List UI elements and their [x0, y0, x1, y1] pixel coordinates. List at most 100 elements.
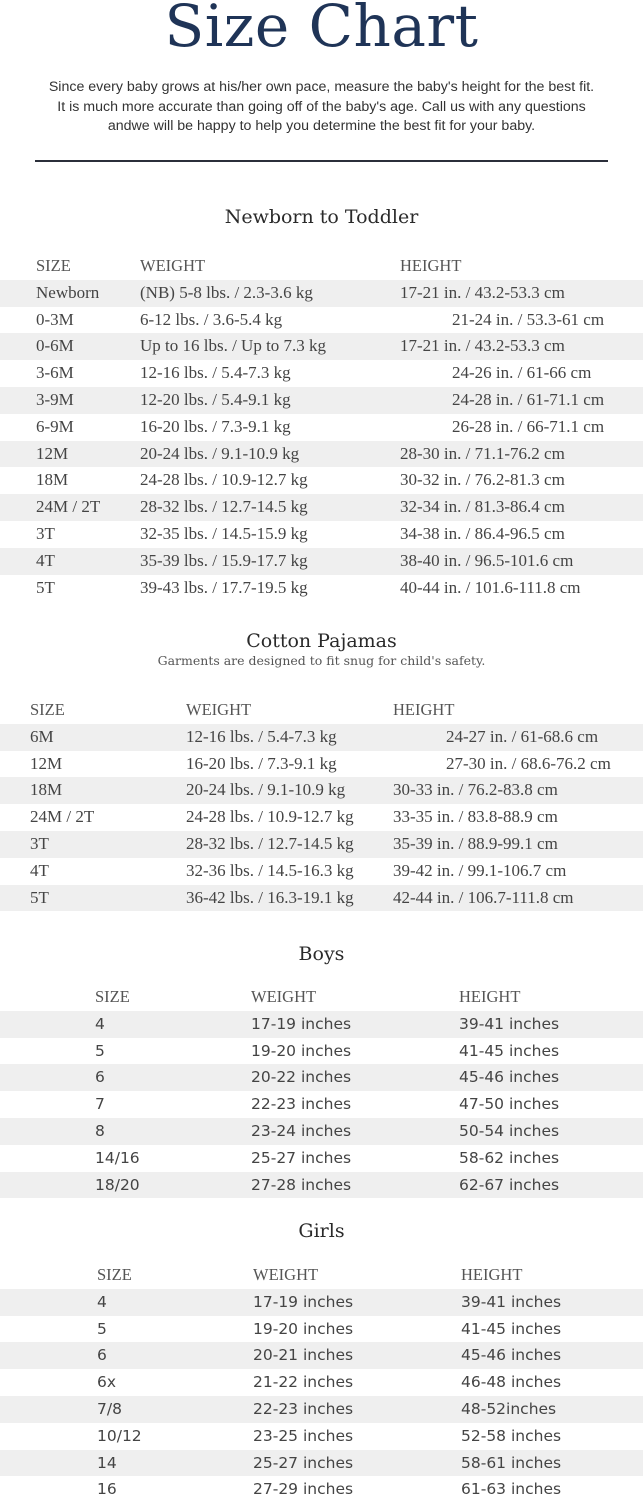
height-cell: 39-41 inches: [461, 1292, 562, 1311]
size-cell: 4: [97, 1292, 107, 1311]
table-row: 6M 12-16 lbs. / 5.4-7.3 kg 24-27 in. / 61-…: [0, 723, 643, 751]
weight-cell: 12-16 lbs. / 5.4-7.3 kg: [140, 363, 291, 383]
weight-cell: Up to 16 lbs. / Up to 7.3 kg: [140, 336, 327, 356]
size-cell: 3T: [36, 523, 55, 543]
size-cell: 12M: [36, 443, 69, 463]
table-row: 0-3M 6-12 lbs. / 3.6-5.4 kg 21-24 in. / 53…: [0, 307, 643, 334]
size-cell: 5: [95, 1041, 105, 1060]
table-header-row: SIZE WEIGHT HEIGHT: [0, 697, 643, 724]
table-row: 4T 32-36 lbs. / 14.5-16.3 kg 39-42 in. / 9…: [0, 858, 643, 885]
height-cell: 24-26 in. / 61-66 cm: [452, 363, 592, 383]
column-header-weight: WEIGHT: [253, 1265, 319, 1284]
table-row: 6-9M 16-20 lbs. / 7.3-9.1 kg 26-28 in. / 6…: [0, 414, 643, 441]
intro-line: It is much more accurate than going off …: [57, 98, 586, 115]
height-cell: 27-30 in. / 68.6-76.2 cm: [446, 753, 611, 773]
weight-cell: 39-43 lbs. / 17.7-19.5 kg: [140, 577, 308, 597]
size-cell: 10/12: [97, 1426, 142, 1445]
size-cell: 6: [95, 1068, 105, 1087]
weight-cell: 22-23 inches: [251, 1095, 352, 1114]
height-cell: 42-44 in. / 106.7-111.8 cm: [393, 887, 574, 907]
table-row: Newborn (NB) 5-8 lbs. / 2.3-3.6 kg 17-21 i…: [0, 279, 643, 307]
height-cell: 35-39 in. / 88.9-99.1 cm: [393, 833, 558, 853]
table-row: 5 19-20 inches 41-45 inches: [0, 1316, 643, 1343]
size-cell: 24M / 2T: [30, 807, 95, 827]
size-cell: 3-9M: [36, 389, 74, 409]
height-cell: 41-45 inches: [459, 1041, 560, 1060]
intro-text: Since every baby grows at his/her own pa…: [10, 78, 633, 137]
size-cell: 6x: [97, 1373, 117, 1392]
weight-cell: 16-20 lbs. / 7.3-9.1 kg: [140, 416, 291, 436]
size-cell: 6: [97, 1346, 107, 1365]
weight-cell: 12-20 lbs. / 5.4-9.1 kg: [140, 389, 291, 409]
table-row: 0-6M Up to 16 lbs. / Up to 7.3 kg 17-21 in…: [0, 333, 643, 361]
height-cell: 45-46 inches: [461, 1346, 562, 1365]
column-header-size: SIZE: [95, 987, 130, 1006]
weight-cell: 21-22 inches: [253, 1373, 354, 1392]
table-row: 5 19-20 inches 41-45 inches: [0, 1038, 643, 1065]
weight-cell: 19-20 inches: [251, 1041, 352, 1060]
weight-cell: 20-22 inches: [251, 1068, 352, 1087]
height-cell: 58-61 inches: [461, 1453, 562, 1472]
weight-cell: 20-21 inches: [253, 1346, 354, 1365]
column-header-height: HEIGHT: [459, 987, 521, 1006]
table-row: 16 27-29 inches 61-63 inches: [0, 1476, 643, 1500]
weight-cell: 27-29 inches: [253, 1480, 354, 1499]
intro-line: Since every baby grows at his/her own pa…: [48, 79, 595, 95]
table-header-row: SIZE WEIGHT HEIGHT: [0, 1262, 643, 1289]
weight-cell: 35-39 lbs. / 15.9-17.7 kg: [140, 550, 308, 570]
weight-cell: 19-20 inches: [253, 1319, 354, 1338]
table-row: 18M 20-24 lbs. / 9.1-10.9 kg 30-33 in. / 7…: [0, 777, 643, 805]
table-row: 18M 24-28 lbs. / 10.9-12.7 kg 30-32 in. / …: [0, 467, 643, 494]
table-row: 3-9M 12-20 lbs. / 5.4-9.1 kg 24-28 in. / 6…: [0, 386, 643, 414]
height-cell: 30-32 in. / 76.2-81.3 cm: [400, 470, 565, 490]
weight-cell: 12-16 lbs. / 5.4-7.3 kg: [186, 726, 337, 746]
height-cell: 38-40 in. / 96.5-101.6 cm: [400, 550, 574, 570]
column-header-size: SIZE: [36, 256, 71, 275]
height-cell: 24-27 in. / 61-68.6 cm: [446, 726, 599, 746]
column-header-height: HEIGHT: [400, 256, 462, 275]
table-row: 4T 35-39 lbs. / 15.9-17.7 kg 38-40 in. / 9…: [0, 547, 643, 575]
weight-cell: 27-28 inches: [251, 1175, 352, 1194]
height-cell: 26-28 in. / 66-71.1 cm: [452, 416, 605, 436]
weight-cell: 25-27 inches: [251, 1148, 352, 1167]
size-cell: 16: [97, 1480, 117, 1499]
size-cell: 4T: [30, 860, 49, 880]
size-cell: 24M / 2T: [36, 497, 101, 517]
table-row: 7/8 22-23 inches 48-52inches: [0, 1395, 643, 1423]
section-title-newborn: Newborn to Toddler: [224, 206, 419, 228]
weight-cell: (NB) 5-8 lbs. / 2.3-3.6 kg: [140, 282, 313, 302]
table-header-row: SIZE WEIGHT HEIGHT: [0, 253, 643, 280]
newborn-toddler-table: SIZE WEIGHT HEIGHT Newborn (NB) 5-8 lbs. / 2…: [0, 253, 643, 601]
weight-cell: 22-23 inches: [253, 1399, 354, 1418]
height-cell: 39-41 inches: [459, 1014, 560, 1033]
size-cell: 12M: [30, 753, 63, 773]
weight-cell: 17-19 inches: [251, 1014, 352, 1033]
column-header-weight: WEIGHT: [251, 987, 317, 1006]
height-cell: 58-62 inches: [459, 1148, 560, 1167]
height-cell: 17-21 in. / 43.2-53.3 cm: [400, 336, 565, 356]
size-cell: 4T: [36, 550, 55, 570]
height-cell: 17-21 in. / 43.2-53.3 cm: [400, 282, 565, 302]
weight-cell: 25-27 inches: [253, 1453, 354, 1472]
table-row: 8 23-24 inches 50-54 inches: [0, 1117, 643, 1145]
weight-cell: 28-32 lbs. / 12.7-14.5 kg: [186, 833, 354, 853]
weight-cell: 6-12 lbs. / 3.6-5.4 kg: [140, 309, 283, 329]
size-cell: 14/16: [95, 1148, 140, 1167]
table-row: 5T 39-43 lbs. / 17.7-19.5 kg 40-44 in. / 1…: [0, 575, 643, 602]
height-cell: 33-35 in. / 83.8-88.9 cm: [393, 807, 558, 827]
section-title-pajamas: Cotton Pajamas: [246, 630, 397, 652]
cotton-pajamas-table: SIZE WEIGHT HEIGHT 6M 12-16 lbs. / 5.4-7.3 k…: [0, 697, 643, 912]
height-cell: 62-67 inches: [459, 1175, 560, 1194]
weight-cell: 32-35 lbs. / 14.5-15.9 kg: [140, 523, 308, 543]
size-cell: 5: [97, 1319, 107, 1338]
height-cell: 28-30 in. / 71.1-76.2 cm: [400, 443, 565, 463]
height-cell: 41-45 inches: [461, 1319, 562, 1338]
table-row: 12M 20-24 lbs. / 9.1-10.9 kg 28-30 in. / 7…: [0, 440, 643, 468]
table-row: 24M / 2T 28-32 lbs. / 12.7-14.5 kg 32-34 i…: [0, 494, 643, 521]
weight-cell: 24-28 lbs. / 10.9-12.7 kg: [186, 807, 354, 827]
height-cell: 34-38 in. / 86.4-96.5 cm: [400, 523, 565, 543]
size-cell: 6M: [30, 726, 54, 746]
boys-table: SIZE WEIGHT HEIGHT 4 17-19 inches 39-41 inche…: [0, 984, 643, 1199]
size-cell: 18/20: [95, 1175, 140, 1194]
